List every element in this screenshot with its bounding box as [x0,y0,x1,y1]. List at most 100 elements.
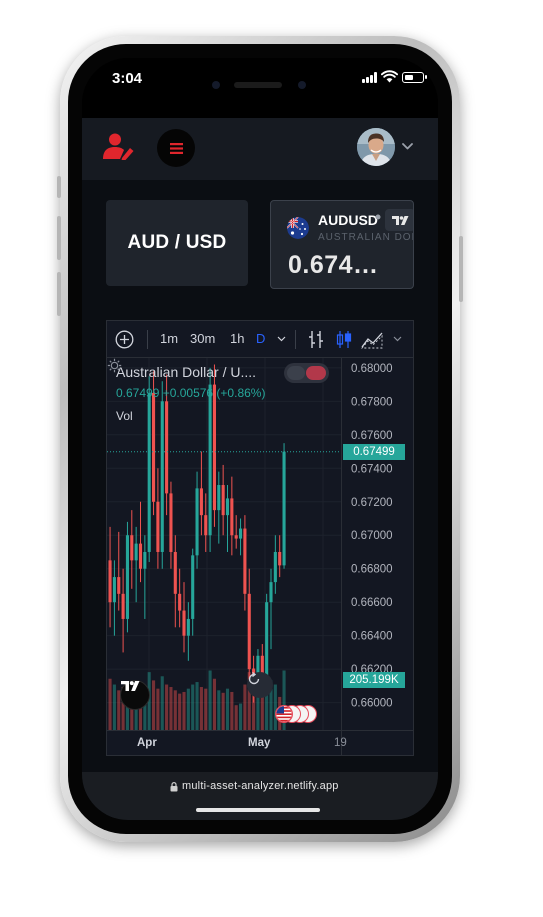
chart-widget: 1m 30m 1h D [106,320,414,756]
candle-body [204,515,208,536]
candle-body [239,528,243,539]
volume-up-button [57,216,61,260]
y-tick-label: 0.67200 [351,497,393,509]
volume-bar [217,690,221,730]
candle-body [217,485,221,511]
area-chart-icon[interactable] [361,330,384,349]
chart-toolbar: 1m 30m 1h D [107,321,413,358]
y-tick-label: 0.67800 [351,396,393,408]
home-indicator[interactable] [196,808,320,812]
legend-toggle[interactable] [284,363,329,383]
interval-1m[interactable]: 1m [160,331,179,346]
candle-body [265,602,269,678]
status-dot [375,214,381,220]
x-tick-label: 19 [334,737,347,749]
volume-bar [256,692,260,730]
avatar[interactable] [357,128,395,166]
volume-bar [225,688,230,730]
indicators-icon[interactable] [308,330,324,349]
menu-button[interactable] [157,129,195,167]
candle-body [269,582,273,603]
us-flag-icon [275,705,293,723]
candle-body [234,535,238,539]
candle-body [152,392,156,502]
phone-frame: 3:04 [57,36,463,842]
candle-body [173,551,177,594]
browser-url-bar[interactable]: multi-asset-analyzer.netlify.app [82,772,438,820]
volume-bar [143,701,147,730]
x-tick-label: May [248,737,271,749]
lock-icon [170,782,178,792]
volume-bar [182,691,186,730]
candle-body [243,528,247,594]
earpiece-speaker [234,82,282,88]
volume-bar [121,687,125,730]
y-tick-label: 0.67000 [351,530,393,542]
candle-body [182,610,186,636]
y-tick-label: 0.68000 [351,363,393,375]
reset-icon [248,672,260,685]
camera-lens [298,81,306,89]
volume-bar [221,692,225,730]
y-tick-label: 0.66800 [351,564,393,576]
volume-bar [165,684,169,730]
volume-bar [260,684,264,730]
candle-body [138,543,143,569]
candle-body [147,392,151,552]
interval-1h[interactable]: 1h [230,331,245,346]
candle-body [121,593,125,619]
chevron-down-icon[interactable] [402,143,413,150]
volume-bar [117,690,121,730]
volume-bar [186,688,190,730]
x-tick-label: Apr [137,737,157,749]
volume-bar [156,688,160,730]
power-button [459,236,463,302]
interval-chevron-down-icon[interactable] [277,336,286,342]
legend-toggle-wave [306,366,326,380]
legend-toggle-hide [287,366,305,380]
candle-body [282,451,286,566]
interval-30m[interactable]: 30m [190,331,216,346]
candle-body [191,555,195,619]
user-edit-icon[interactable] [103,132,135,160]
gear-icon[interactable] [107,358,122,373]
chart-type-chevron-down-icon[interactable] [393,336,402,342]
interval-d[interactable]: D [256,331,266,346]
volume-bar [265,688,269,730]
action-button [57,176,61,198]
plus-circle-icon[interactable] [115,330,134,349]
quote-name: AUSTRALIAN DOLLAR / U.S. DOLLAR [318,232,413,243]
candles-icon[interactable] [336,330,353,349]
volume-bar [147,672,151,730]
last-price-tag: 0.67499 [343,443,405,460]
volume-bar [243,684,247,730]
reset-button[interactable] [247,672,273,698]
volume-bar [169,687,173,730]
candle-body [112,577,116,603]
tradingview-icon[interactable] [385,209,413,231]
candle-body [273,551,277,583]
volume-bar [130,692,134,730]
chart-area[interactable]: 0.68000 0.67800 0.67600 0.67400 0.67200 0.670… [107,358,413,755]
candle-body [260,655,264,678]
status-time: 3:04 [112,70,143,87]
tradingview-logo-icon[interactable] [120,680,150,710]
pair-selector-card[interactable]: AUD / USD [106,200,248,286]
candle-body [108,560,112,603]
battery-icon [402,72,427,83]
candle-body [178,593,182,611]
quote-card[interactable]: AUDUSD AUSTRALIAN DOLLAR / U.S. DOLLAR 0… [270,200,414,289]
candle-body [130,535,134,561]
volume-bar [191,684,195,730]
candle-body [208,384,212,536]
y-tick-label: 0.67400 [351,463,393,475]
pair-label: AUD / USD [127,232,227,253]
candle-body [199,488,203,516]
phone-screen: 3:04 [82,58,438,820]
volume-bar [247,672,251,730]
economic-event-flags[interactable] [275,705,335,723]
signal-icon [362,72,378,83]
volume-bar [112,684,116,730]
tradingview-badge-glyph [391,215,408,225]
volume-bar [208,670,212,730]
